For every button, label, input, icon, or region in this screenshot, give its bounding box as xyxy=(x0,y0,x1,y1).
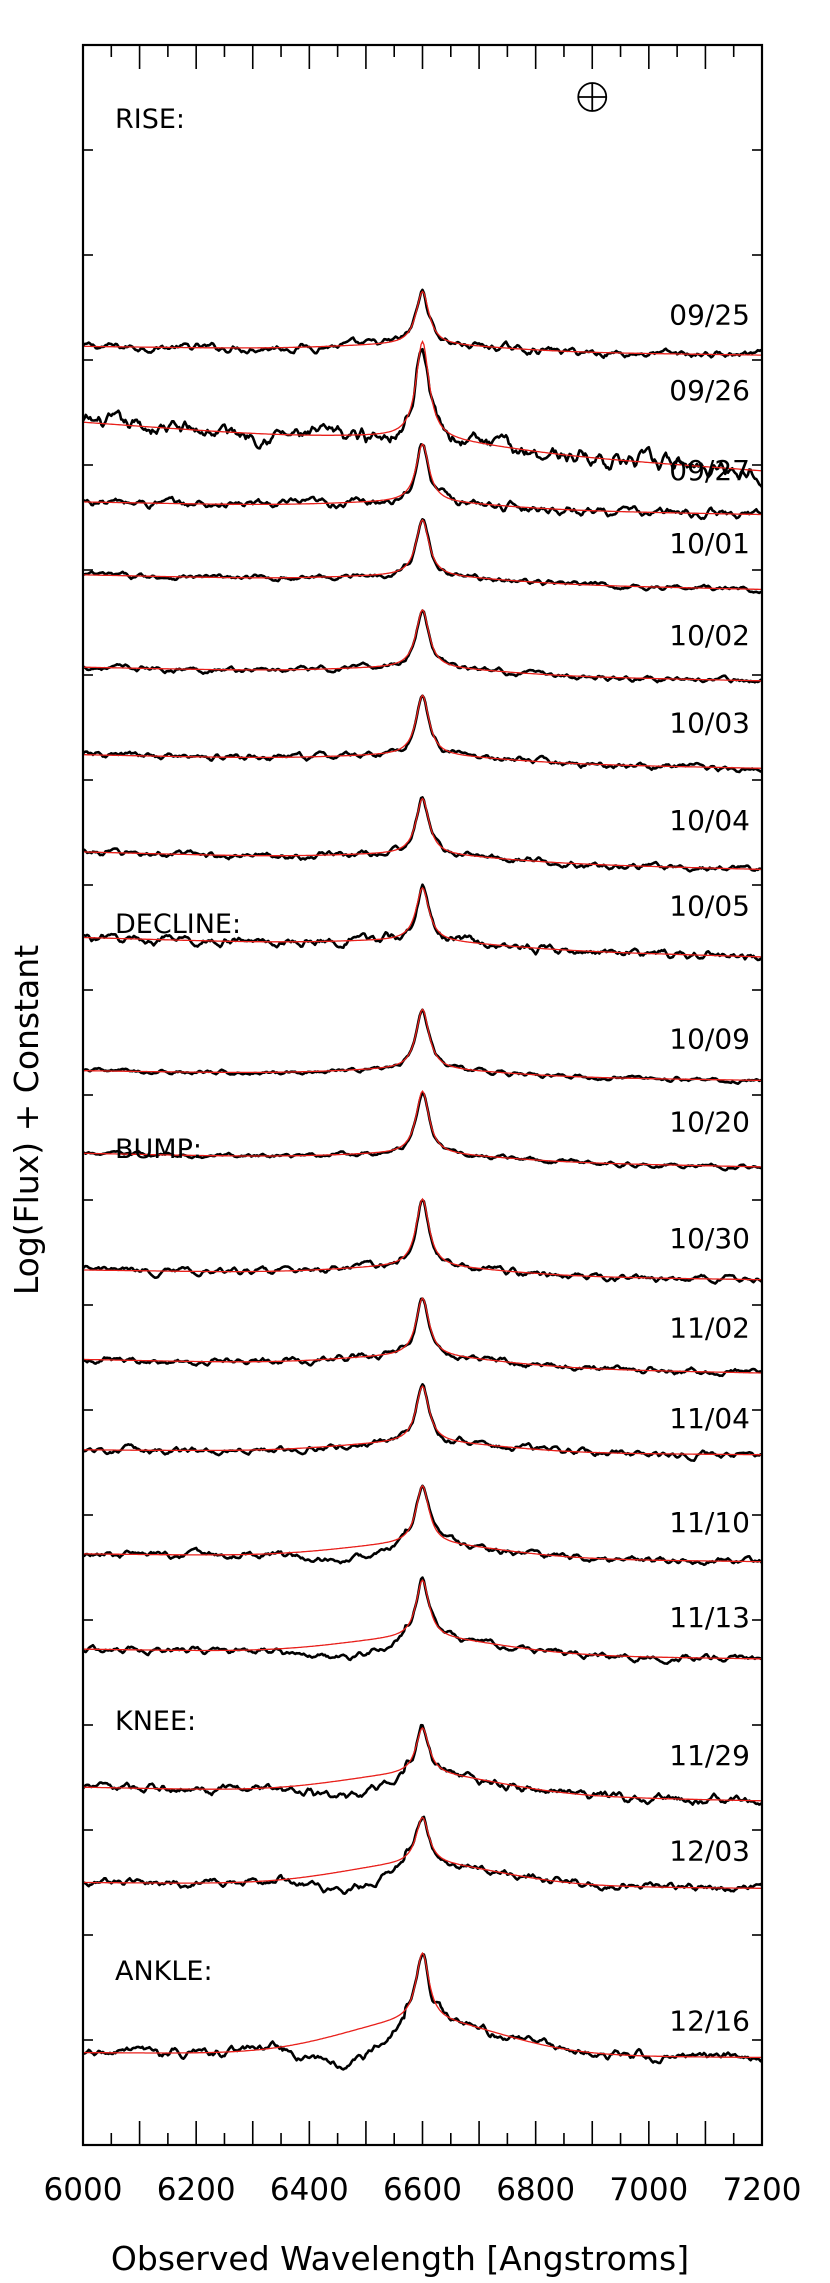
model-fit-10-03 xyxy=(83,694,762,769)
model-fit-10-20 xyxy=(83,1089,762,1168)
x-tick-label: 7200 xyxy=(723,2172,802,2208)
date-label: 09/25 xyxy=(669,298,750,331)
date-label: 10/20 xyxy=(669,1105,750,1138)
model-fit-10-01 xyxy=(82,518,762,591)
date-label: 10/04 xyxy=(669,804,750,837)
date-label: 10/02 xyxy=(669,619,750,652)
telluric-symbol xyxy=(577,82,608,112)
model-fit-09-27 xyxy=(83,443,763,516)
axis-ticks xyxy=(82,44,763,2146)
date-label: 12/03 xyxy=(669,1835,750,1868)
observed-spectrum-09-25 xyxy=(81,288,763,359)
observed-spectrum-11-29 xyxy=(81,1723,763,1806)
x-tick-label: 6000 xyxy=(44,2172,123,2208)
x-axis-label: Observed Wavelength [Angstroms] xyxy=(111,2239,689,2278)
observed-spectrum-09-26 xyxy=(81,347,764,488)
spectra-series xyxy=(81,288,764,2071)
model-fit-11-04 xyxy=(83,1385,762,1456)
x-tick-label: 6600 xyxy=(383,2172,462,2208)
model-fit-10-05 xyxy=(83,886,762,958)
model-fit-11-10 xyxy=(83,1484,762,1563)
date-label: 10/01 xyxy=(669,527,750,560)
model-fit-10-30 xyxy=(83,1197,762,1281)
date-label: 11/04 xyxy=(669,1402,750,1435)
date-label: 10/03 xyxy=(669,707,750,740)
date-label: 10/05 xyxy=(669,890,750,923)
model-fit-09-26 xyxy=(82,339,763,472)
observed-spectrum-12-16 xyxy=(82,1952,764,2071)
x-tick-label: 6800 xyxy=(496,2172,575,2208)
model-fit-12-16 xyxy=(83,1951,763,2059)
date-label: 12/16 xyxy=(669,2005,750,2038)
phase-label: KNEE: xyxy=(115,1706,196,1737)
model-fit-10-02 xyxy=(83,608,762,682)
date-label: 11/29 xyxy=(669,1739,750,1772)
model-fit-10-09 xyxy=(83,1008,762,1082)
date-labels: 09/25 09/26 09/27 10/01 10/02 10/03 10/04 10/05… xyxy=(669,298,750,2037)
date-label: 09/27 xyxy=(669,454,750,487)
x-tick-labels: 6000 6200 6400 6600 6800 7000 7200 xyxy=(44,2172,802,2208)
x-tick-label: 7000 xyxy=(609,2172,688,2208)
plot-frame xyxy=(81,43,764,2147)
date-label: 10/09 xyxy=(669,1023,750,1056)
observed-spectrum-10-20 xyxy=(82,1092,763,1172)
model-fit-12-03 xyxy=(83,1816,762,1889)
phase-label: BUMP: xyxy=(115,1134,202,1165)
date-label: 10/30 xyxy=(669,1222,750,1255)
x-tick-label: 6200 xyxy=(157,2172,236,2208)
phase-label: RISE: xyxy=(115,104,185,135)
phase-label: DECLINE: xyxy=(115,909,241,940)
date-label: 11/02 xyxy=(669,1311,750,1344)
x-tick-label: 6400 xyxy=(270,2172,349,2208)
model-fit-11-02 xyxy=(83,1297,762,1374)
model-fit-10-04 xyxy=(83,797,762,871)
model-fit-09-25 xyxy=(83,290,762,356)
model-fit-11-29 xyxy=(83,1726,762,1802)
date-label: 11/13 xyxy=(669,1601,750,1634)
date-label: 11/10 xyxy=(669,1506,750,1539)
model-fit-11-13 xyxy=(82,1579,763,1660)
date-label: 09/26 xyxy=(669,374,750,407)
phase-label: ANKLE: xyxy=(115,1956,213,1987)
phase-labels: RISE: DECLINE: BUMP: KNEE: ANKLE: xyxy=(115,104,241,1987)
y-axis-label: Log(Flux) + Constant xyxy=(7,945,46,1295)
observed-spectrum-10-04 xyxy=(82,796,763,873)
